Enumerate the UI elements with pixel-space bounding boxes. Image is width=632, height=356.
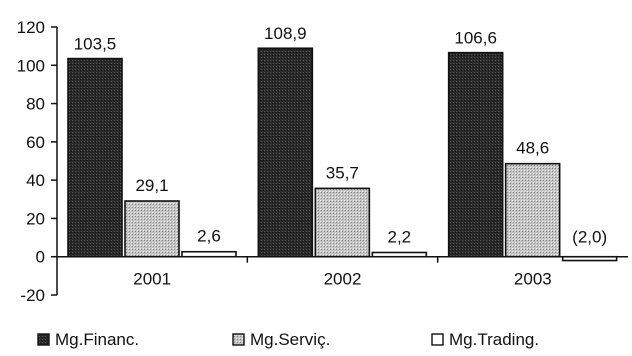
x-tick-label: 2002 — [324, 270, 362, 289]
bar-3 — [371, 251, 428, 258]
y-tick-label: 120 — [17, 18, 45, 37]
bar-2 — [124, 200, 180, 258]
legend-label: Mg.Trading. — [449, 330, 539, 349]
legend-swatch — [37, 333, 50, 346]
bar-1 — [257, 47, 314, 258]
bars — [67, 47, 618, 262]
legend-label: Mg.Financ. — [55, 330, 139, 349]
y-tick-label: 40 — [26, 171, 45, 190]
legend: Mg.Financ. Mg.Serviç. Mg.Trading. — [37, 330, 539, 349]
y-tick-label: 60 — [26, 133, 45, 152]
y-tick-label: 20 — [26, 209, 45, 228]
y-tick-label: 100 — [17, 56, 45, 75]
data-label: 35,7 — [326, 163, 359, 182]
legend-swatch — [431, 333, 444, 346]
y-tick-label: -20 — [20, 286, 45, 305]
data-label: 108,9 — [264, 24, 307, 43]
legend-swatch — [232, 333, 245, 346]
x-axis: 2001 2002 2003 — [57, 255, 628, 289]
y-tick-label: 0 — [36, 248, 45, 267]
bar-3 — [181, 250, 237, 258]
bar-2 — [314, 187, 371, 258]
bar-3 — [561, 255, 618, 262]
bar-1 — [67, 57, 123, 258]
data-label: 103,5 — [74, 35, 117, 54]
data-label: (2,0) — [572, 228, 607, 247]
data-labels: 103,5 29,1 2,6 108,9 35,7 2,2 106,6 48,6 (2,0) — [74, 24, 607, 246]
data-label: 29,1 — [135, 176, 168, 195]
x-tick-label: 2003 — [514, 270, 552, 289]
data-label: 2,2 — [388, 228, 412, 247]
x-tick-label: 2001 — [133, 270, 171, 289]
legend-label: Mg.Serviç. — [250, 330, 330, 349]
y-axis: -20 0 20 40 60 80 100 120 — [17, 18, 58, 305]
data-label: 2,6 — [197, 227, 221, 246]
bar-2 — [504, 162, 561, 258]
data-label: 48,6 — [516, 139, 549, 158]
y-tick-label: 80 — [26, 95, 45, 114]
data-label: 106,6 — [454, 29, 497, 48]
bar-1 — [447, 51, 504, 258]
